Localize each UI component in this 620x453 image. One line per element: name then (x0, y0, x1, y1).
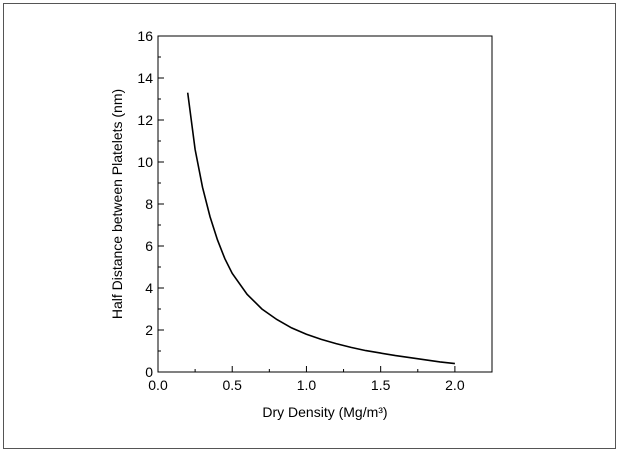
y-tick-label: 4 (145, 280, 153, 296)
y-tick-label: 0 (145, 364, 153, 380)
x-tick-label: 0.0 (148, 377, 168, 393)
figure-frame (3, 3, 616, 449)
x-axis-title: Dry Density (Mg/m³) (262, 404, 387, 420)
y-tick-label: 6 (145, 238, 153, 254)
axis-ticks (157, 35, 456, 373)
x-tick-label: 2.0 (445, 377, 465, 393)
x-tick-label: 1.5 (371, 377, 391, 393)
y-tick-label: 8 (145, 196, 153, 212)
y-tick-label: 16 (137, 28, 153, 44)
y-tick-label: 2 (145, 322, 153, 338)
y-axis-title: Half Distance between Platelets (nm) (109, 89, 125, 319)
series-line (186, 92, 455, 365)
plot-area (157, 35, 493, 373)
y-tick-label: 12 (137, 112, 153, 128)
y-tick-label: 10 (137, 154, 153, 170)
y-tick-label: 14 (137, 70, 153, 86)
x-tick-label: 1.0 (297, 377, 317, 393)
x-tick-label: 0.5 (222, 377, 242, 393)
tick-labels: 0.0 0.5 1.0 1.5 2.0 0 2 4 6 8 10 12 14 16 (137, 28, 464, 393)
